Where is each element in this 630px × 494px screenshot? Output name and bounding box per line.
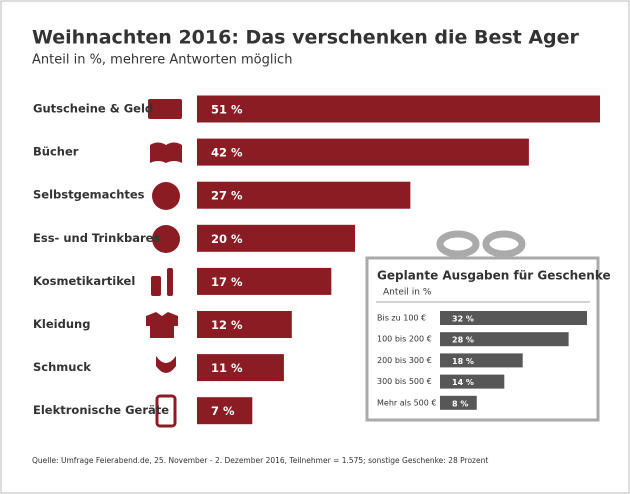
value-label: 17 %	[211, 275, 243, 289]
icons	[146, 99, 182, 428]
value-label: 12 %	[211, 318, 243, 332]
icon	[152, 182, 180, 210]
bar	[440, 395, 477, 410]
category-label: Bis zu 100 €	[377, 314, 426, 323]
icon	[148, 99, 182, 119]
bar	[197, 181, 411, 209]
value-label: 18 %	[452, 357, 474, 366]
value-label: 8 %	[452, 399, 468, 408]
category-label: Kleidung	[33, 317, 90, 331]
bar	[197, 354, 284, 382]
category-label: 100 bis 200 €	[377, 335, 432, 344]
icon	[155, 394, 177, 428]
category-label: Elektronische Geräte	[33, 403, 169, 417]
bar	[197, 224, 356, 252]
bar	[197, 95, 600, 123]
bar	[440, 332, 569, 347]
category-label: Schmuck	[33, 360, 91, 374]
category-label: 200 bis 300 €	[377, 356, 432, 365]
ribbon	[482, 230, 526, 258]
bar	[440, 311, 587, 325]
category-label: Selbstgemachtes	[33, 188, 145, 202]
chart-title: Weihnachten 2016: Das verschenken die Be…	[32, 27, 580, 49]
bar	[197, 267, 332, 295]
icon	[156, 356, 176, 373]
category-label: Gutscheine & Geld	[33, 102, 153, 116]
category-label: 300 bis 500 €	[377, 377, 432, 386]
icon	[167, 268, 173, 296]
icon	[150, 142, 182, 163]
category-label: Bücher	[33, 145, 79, 159]
value-label: 28 %	[452, 336, 474, 345]
icon	[146, 312, 178, 338]
icon	[152, 225, 180, 253]
value-label: 42 %	[211, 146, 243, 160]
bar	[440, 374, 505, 389]
bar	[197, 311, 292, 338]
source-note: Quelle: Umfrage Feierabend.de, 25. Novem…	[32, 456, 488, 465]
bar	[197, 138, 529, 166]
bar	[197, 397, 253, 425]
value-label: 14 %	[452, 378, 474, 387]
category-label: Ess- und Trinkbares	[33, 231, 160, 245]
chart-subtitle: Anteil in %, mehrere Antworten möglich	[32, 53, 292, 68]
value-label: 20 %	[211, 232, 243, 246]
value-label: 11 %	[211, 361, 243, 375]
value-label: 7 %	[211, 404, 235, 418]
gift-box	[365, 230, 600, 422]
category-label: Mehr als 500 €	[377, 398, 436, 407]
category-label: Kosmetikartikel	[33, 274, 135, 288]
inset-title: Geplante Ausgaben für Geschenke	[377, 269, 611, 283]
bar	[440, 353, 523, 368]
icon	[151, 276, 161, 296]
value-label: 51 %	[211, 103, 243, 117]
inset-subtitle: Anteil in %	[383, 288, 432, 298]
ribbon	[436, 230, 480, 258]
value-label: 27 %	[211, 189, 243, 203]
value-label: 32 %	[452, 315, 474, 324]
